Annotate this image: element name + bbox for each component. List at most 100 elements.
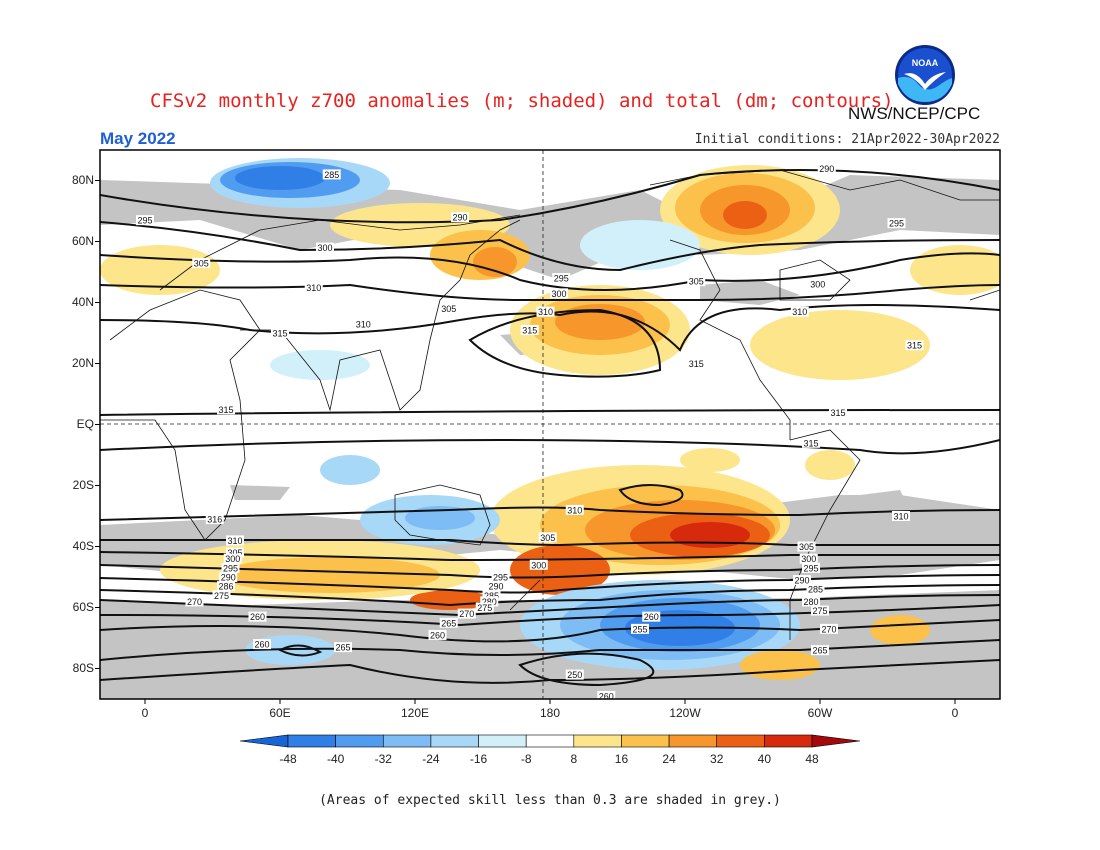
lat-label: 40S [72, 538, 94, 553]
contour-label-bg [642, 611, 661, 622]
contour-label: 305 [689, 277, 704, 287]
contour-label-bg [802, 437, 820, 448]
contour-label: 270 [821, 624, 836, 634]
lat-label: 80N [71, 172, 94, 187]
colorbar-label: -8 [520, 752, 532, 766]
contour-label: 305 [799, 542, 814, 552]
contour-label-bg [552, 273, 571, 284]
contour-label-bg [797, 541, 816, 552]
contour-label-bg [536, 306, 555, 317]
lat-label: 20N [71, 355, 94, 370]
contour-label: 305 [194, 258, 209, 268]
contour-label-bg [811, 605, 829, 616]
contour-label-bg [790, 306, 809, 317]
contour-label: 310 [538, 307, 553, 317]
contour-label: 300 [531, 560, 546, 570]
lon-label: 180 [539, 706, 561, 720]
contour-label: 295 [889, 219, 904, 229]
contour-label: 270 [459, 609, 474, 619]
contour-label-bg [799, 553, 818, 564]
contour-label: 260 [254, 640, 269, 650]
contour-label-bg [550, 288, 568, 299]
contour-label-bg [219, 572, 238, 582]
contour-label: 310 [306, 283, 321, 293]
contour-label-bg [538, 532, 557, 543]
contour-label-bg [802, 562, 820, 573]
contour-label-bg [482, 590, 501, 601]
contour-label: 275 [812, 606, 827, 616]
contour-label-bg [185, 596, 204, 607]
contour-label: 300 [225, 554, 240, 564]
contour-label: 265 [335, 643, 350, 653]
contour-label: 315 [830, 408, 845, 418]
contour-label: 290 [794, 576, 809, 586]
contour-label-bg [687, 358, 706, 369]
colorbar-label: 32 [710, 752, 724, 766]
contour-label: 310 [227, 536, 242, 546]
contour-label-bg [887, 218, 906, 229]
contour-label-bg [205, 514, 224, 525]
colorbar-label: -40 [326, 752, 345, 766]
colorbar-label: 40 [757, 752, 772, 766]
noaa-logo: NOAA [895, 45, 955, 105]
contour-label-bg [226, 535, 244, 546]
contour-label: 285 [484, 591, 499, 601]
contour-label: 305 [227, 548, 242, 558]
contour-label-bg [817, 163, 836, 174]
contour-label-bg [687, 276, 706, 287]
contour-label: 290 [452, 213, 467, 223]
contour-label: 315 [689, 359, 704, 369]
contour-label: 310 [567, 505, 582, 515]
noaa-logo-text: NOAA [912, 58, 939, 68]
contour-label-bg [631, 623, 649, 634]
contour-label: 290 [819, 164, 834, 174]
colorbar-label: -16 [469, 752, 488, 766]
contour-label-bg [221, 562, 240, 573]
contour-label: 310 [356, 319, 371, 329]
contour-label-bg [806, 584, 825, 595]
contour-label: 270 [187, 597, 202, 607]
contour-label: 275 [214, 591, 229, 601]
contour-label-bg [820, 623, 838, 634]
colorbar-label: 48 [805, 752, 819, 766]
colorbar-label: 8 [570, 752, 578, 766]
contour-label: 260 [644, 612, 659, 622]
lon-label: 120E [400, 706, 430, 720]
contour-label-bg [223, 553, 242, 564]
contour-label: 265 [441, 618, 456, 628]
contour-label: 315 [218, 405, 233, 415]
contour-label: 316 [207, 515, 222, 525]
contour-label-bg [136, 215, 154, 226]
contour-label: 315 [803, 438, 818, 448]
contour-label: 310 [893, 512, 908, 522]
contour-label-bg [439, 303, 458, 314]
contour-label-bg [487, 581, 505, 592]
contour-label: 315 [907, 341, 922, 351]
contour-label: 295 [137, 216, 152, 226]
contour-label-bg [253, 639, 271, 650]
contour-label-bg [217, 404, 235, 415]
contour-label-bg [428, 629, 447, 640]
contour-label: 295 [554, 274, 569, 284]
contour-label: 275 [477, 603, 492, 613]
contour-label: 280 [803, 597, 818, 607]
contour-label-bg [226, 547, 244, 558]
contour-label-bg [565, 669, 584, 680]
contour-label-bg [529, 559, 548, 570]
lat-label: EQ [76, 416, 94, 431]
contour-label-bg [217, 581, 235, 592]
lat-label: 80S [72, 660, 94, 675]
contour-label-bg [565, 504, 584, 515]
colorbar-label: 16 [614, 752, 629, 766]
contour-label-bg [1009, 438, 1027, 448]
contour-label-bg [248, 611, 267, 622]
contour-label: 285 [324, 170, 339, 180]
gridlines [100, 150, 1000, 699]
lat-label: 40N [71, 294, 94, 309]
contour-label: 295 [493, 573, 508, 583]
contour-label: 280 [482, 597, 497, 607]
contour-label-bg [212, 590, 231, 601]
contour-label: 300 [317, 243, 332, 253]
